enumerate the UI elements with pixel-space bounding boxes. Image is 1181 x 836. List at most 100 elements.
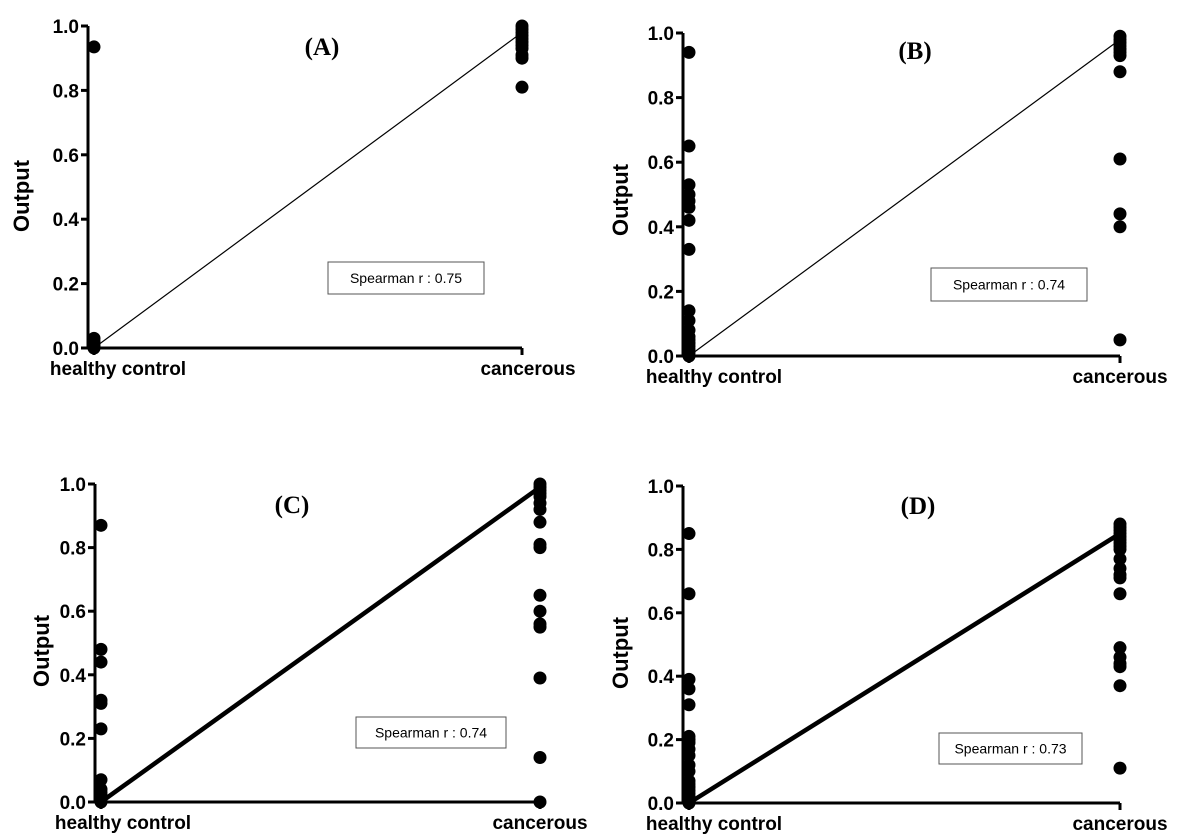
cancerous-point-a <box>515 80 529 94</box>
healthy-control-point-d <box>682 748 696 762</box>
spearman-annotation-a: Spearman r : 0.75 <box>350 270 462 286</box>
cancerous-point-d <box>1113 761 1127 775</box>
healthy-control-point-b <box>682 139 696 153</box>
healthy-control-point-c <box>94 722 108 736</box>
x-tick-label-d: cancerous <box>1072 814 1167 835</box>
cancerous-point-a <box>515 51 529 65</box>
cancerous-point-d <box>1113 587 1127 601</box>
y-tick-label-c: 1.0 <box>60 475 86 496</box>
x-tick-label-d: healthy control <box>646 814 782 835</box>
y-tick-label-b: 0.6 <box>648 153 674 174</box>
cancerous-point-c <box>533 671 547 685</box>
cancerous-point-d <box>1113 571 1127 585</box>
cancerous-point-c <box>533 604 547 618</box>
healthy-control-point-c <box>94 696 108 710</box>
y-tick-label-d: 1.0 <box>648 477 674 498</box>
cancerous-point-d <box>1113 679 1127 693</box>
y-tick-label-c: 0.4 <box>60 666 87 687</box>
fit-line-b <box>688 38 1121 357</box>
y-tick-label-b: 0.4 <box>648 218 675 239</box>
cancerous-point-b <box>1113 152 1127 166</box>
x-tick-label-c: healthy control <box>55 813 191 834</box>
y-axis-title-d: Output <box>608 616 633 689</box>
healthy-control-point-d <box>682 587 696 601</box>
healthy-control-point-a <box>87 40 101 54</box>
y-tick-label-d: 0.4 <box>648 667 675 688</box>
spearman-annotation-c: Spearman r : 0.74 <box>375 725 487 741</box>
x-tick-label-a: cancerous <box>480 359 575 380</box>
healthy-control-point-d <box>682 796 696 810</box>
y-tick-label-c: 0.6 <box>60 602 86 623</box>
y-tick-label-d: 0.8 <box>648 540 674 561</box>
fit-line-d <box>687 531 1122 805</box>
y-tick-label-b: 0.8 <box>648 89 674 110</box>
healthy-control-point-d <box>682 527 696 541</box>
annotation-box-b <box>930 267 1088 302</box>
cancerous-point-c <box>533 515 547 529</box>
healthy-control-point-c <box>94 518 108 532</box>
healthy-control-point-d <box>682 682 696 696</box>
cancerous-point-c <box>533 588 547 602</box>
healthy-control-point-d <box>682 672 696 686</box>
cancerous-point-d <box>1113 552 1127 566</box>
fit-line-c <box>99 485 542 804</box>
healthy-control-point-b <box>682 200 696 214</box>
cancerous-point-c <box>533 502 547 516</box>
y-tick-label-b: 0.0 <box>648 347 674 368</box>
y-tick-label-a: 0.2 <box>53 275 79 296</box>
healthy-control-point-c <box>94 642 108 656</box>
y-tick-label-a: 1.0 <box>53 17 79 38</box>
healthy-control-point-c <box>94 795 108 809</box>
y-tick-label-d: 0.2 <box>648 731 674 752</box>
healthy-control-point-d <box>682 698 696 712</box>
y-tick-label-c: 0.8 <box>60 539 86 560</box>
y-tick-label-b: 0.2 <box>648 282 674 303</box>
cancerous-point-b <box>1113 220 1127 234</box>
cancerous-point-c <box>533 795 547 809</box>
panel-label-c: (C) <box>275 492 310 519</box>
y-tick-label-a: 0.0 <box>53 339 79 360</box>
y-axis-title-a: Output <box>9 159 34 232</box>
annotation-box-a <box>327 261 485 295</box>
y-tick-label-c: 0.2 <box>60 729 86 750</box>
cancerous-point-b <box>1113 207 1127 221</box>
cancerous-point-b <box>1113 49 1127 63</box>
healthy-control-point-b <box>682 242 696 256</box>
cancerous-point-b <box>1113 65 1127 79</box>
cancerous-point-c <box>533 620 547 634</box>
healthy-control-point-a <box>87 341 101 355</box>
y-tick-label-d: 0.6 <box>648 604 674 625</box>
healthy-control-point-b <box>682 178 696 192</box>
fit-line-a <box>93 31 523 349</box>
annotation-box-c <box>355 716 507 749</box>
x-tick-label-b: healthy control <box>646 367 782 388</box>
cancerous-point-c <box>533 750 547 764</box>
y-tick-label-a: 0.8 <box>53 81 79 102</box>
cancerous-point-b <box>1113 333 1127 347</box>
x-tick-label-b: cancerous <box>1072 367 1167 388</box>
cancerous-point-d <box>1113 641 1127 655</box>
y-tick-label-a: 0.6 <box>53 146 79 167</box>
annotation-box-d <box>938 732 1083 765</box>
y-tick-label-a: 0.4 <box>53 210 80 231</box>
healthy-control-point-b <box>682 45 696 59</box>
y-tick-label-d: 0.0 <box>648 794 674 815</box>
healthy-control-point-b <box>682 349 696 363</box>
panel-label-b: (B) <box>898 38 931 65</box>
panel-label-a: (A) <box>305 34 340 61</box>
y-axis-title-b: Output <box>608 163 633 236</box>
spearman-annotation-b: Spearman r : 0.74 <box>953 277 1065 293</box>
cancerous-point-c <box>533 541 547 555</box>
healthy-control-point-b <box>682 304 696 318</box>
y-axis-title-c: Output <box>29 614 54 687</box>
healthy-control-point-b <box>682 313 696 327</box>
x-tick-label-c: cancerous <box>492 813 587 834</box>
healthy-control-point-c <box>94 773 108 787</box>
healthy-control-point-c <box>94 655 108 669</box>
healthy-control-point-b <box>682 213 696 227</box>
y-tick-label-b: 1.0 <box>648 24 674 45</box>
cancerous-point-d <box>1113 542 1127 556</box>
panel-label-d: (D) <box>901 493 936 520</box>
healthy-control-point-d <box>682 764 696 778</box>
